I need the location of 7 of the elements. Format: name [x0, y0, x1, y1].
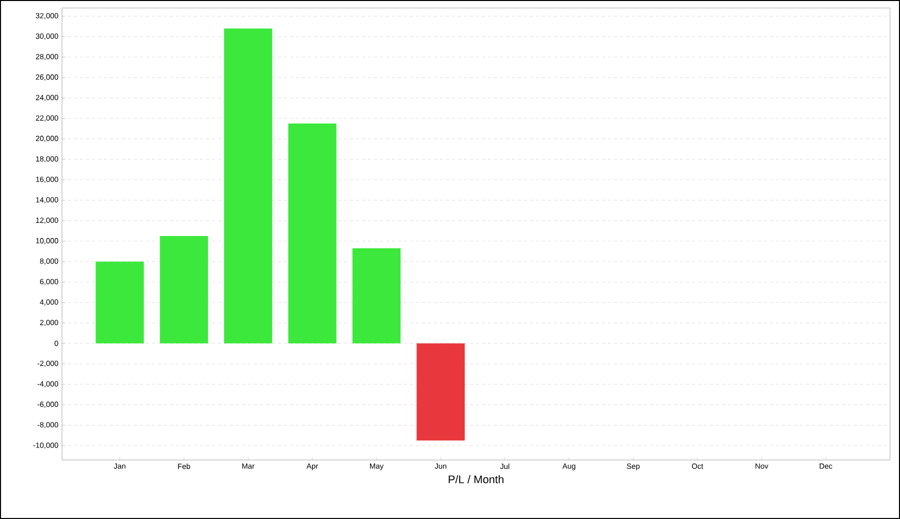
- x-axis-title: P/L / Month: [448, 475, 504, 484]
- bar: [288, 124, 336, 344]
- bar: [416, 343, 465, 441]
- bar: [352, 248, 401, 344]
- bar: [224, 28, 272, 344]
- bar: [96, 262, 144, 344]
- bar: [160, 236, 208, 344]
